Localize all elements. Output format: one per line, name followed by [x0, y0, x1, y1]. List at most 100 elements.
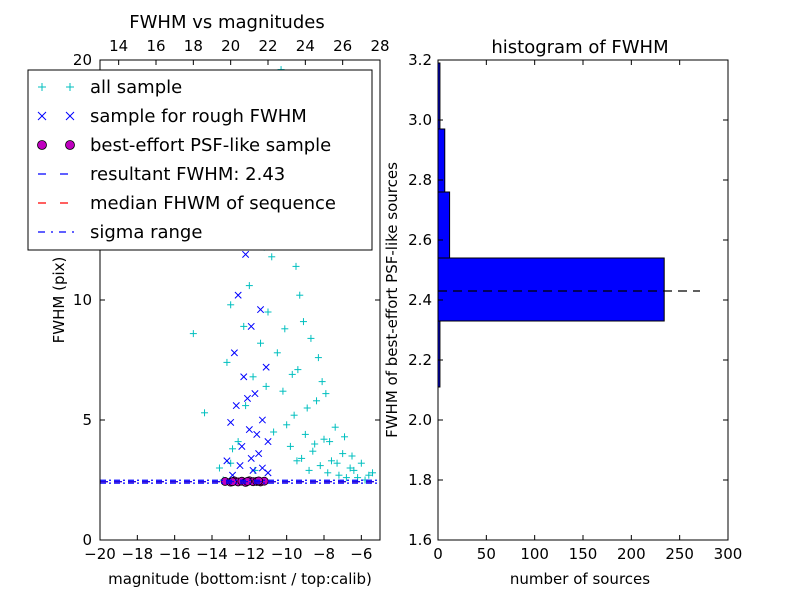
- all-sample-point: [189, 330, 197, 338]
- rough-fwhm-point: [247, 322, 255, 330]
- legend-entry: sample for rough FWHM: [37, 106, 307, 127]
- reference-lines-layer: [100, 479, 380, 484]
- y-tick-label: 2.2: [408, 351, 432, 369]
- x-tick-label: −10: [271, 545, 303, 563]
- legend-label: sample for rough FWHM: [90, 106, 307, 127]
- all-sample-point: [335, 471, 343, 479]
- all-sample-point: [270, 428, 278, 436]
- legend-entry: resultant FWHM: 2.43: [38, 164, 285, 185]
- y-tick-label: 3.0: [408, 111, 432, 129]
- y-tick-label: 5: [82, 411, 92, 429]
- all-sample-point: [294, 366, 302, 374]
- all-sample-point: [313, 397, 321, 405]
- all-sample-point: [369, 469, 377, 477]
- legend-entry: sigma range: [38, 222, 202, 243]
- legend-entry: median FHWM of sequence: [38, 193, 336, 214]
- x-tick-label: −16: [159, 545, 191, 563]
- y-tick-label: 20: [73, 51, 92, 69]
- scatter-ticks-layer: −20 −18 −16 −14 −12 −10 −8 −6 14 16 18 20 22 24 26 28 0 5…: [73, 37, 390, 563]
- rough-fwhm-point: [242, 250, 250, 258]
- legend-label: resultant FWHM: 2.43: [90, 164, 285, 185]
- all-sample-point: [223, 358, 231, 366]
- histogram-y-axis-label: FWHM of best-effort PSF-like sources: [383, 162, 401, 438]
- all-sample-point: [326, 438, 334, 446]
- rough-fwhm-point: [264, 438, 272, 446]
- rough-fwhm-point: [243, 394, 252, 402]
- all-sample-point: [305, 466, 313, 474]
- scatter-x-axis-label: magnitude (bottom:isnt / top:calib): [108, 570, 372, 588]
- all-sample-point: [249, 373, 257, 381]
- all-sample-point: [245, 282, 253, 290]
- scatter-title: FWHM vs magnitudes: [129, 12, 324, 33]
- x-tick-label: −8: [313, 545, 335, 563]
- rough-fwhm-point: [232, 402, 240, 410]
- rough-fwhm-point: [255, 450, 263, 458]
- all-sample-point: [299, 318, 307, 326]
- scatter-panel: −20 −18 −16 −14 −12 −10 −8 −6 14 16 18 20 22 24 26 28 0 5…: [27, 12, 390, 588]
- legend-entry: best-effort PSF-like sample: [37, 135, 331, 156]
- scatter-y-axis-label: FWHM (pix): [50, 257, 68, 344]
- all-sample-point: [229, 445, 237, 453]
- legend-label: all sample: [90, 77, 182, 98]
- top-x-tick-label: 20: [221, 37, 240, 55]
- rough-fwhm-point: [258, 416, 266, 424]
- x-tick-label: −18: [122, 545, 154, 563]
- all-sample-point: [309, 447, 317, 455]
- all-sample-point: [339, 450, 347, 458]
- psf-like-point: [254, 476, 264, 486]
- rough-fwhm-point: [240, 373, 248, 381]
- all-sample-point: [311, 440, 319, 448]
- all-sample-point: [318, 378, 326, 386]
- all-sample-point: [322, 390, 330, 398]
- y-tick-label: 1.8: [408, 471, 432, 489]
- rough-fwhm-point: [223, 457, 231, 465]
- all-sample-point: [227, 459, 235, 467]
- all-sample-point: [292, 262, 300, 270]
- histogram-bar: [437, 257, 665, 322]
- x-tick-label: −20: [84, 545, 116, 563]
- rough-fwhm-point: [249, 466, 257, 474]
- x-tick-label: −12: [234, 545, 266, 563]
- rough-fwhm-point: [256, 306, 265, 314]
- all-sample-point: [227, 301, 235, 309]
- legend-label: sigma range: [90, 222, 202, 243]
- rough-fwhm-point: [234, 291, 242, 299]
- y-tick-label: 2.8: [408, 171, 432, 189]
- rough-fwhm-point: [236, 462, 244, 470]
- all-sample-point: [303, 404, 311, 412]
- x-tick-label: 150: [569, 545, 598, 563]
- all-sample-point: [283, 421, 291, 429]
- all-sample-point: [324, 469, 332, 477]
- top-x-tick-label: 24: [296, 37, 315, 55]
- all-sample-point: [346, 464, 354, 472]
- rough-fwhm-point: [230, 349, 238, 357]
- top-x-tick-label: 28: [370, 37, 389, 55]
- histogram-ticks-layer: 0 50 100 150 200 250 300 1.6 1.8 2.0 2.2 2.4 2.6 2.8 3…: [408, 51, 742, 563]
- all-sample-point: [293, 457, 301, 465]
- rough-fwhm-point: [264, 469, 272, 477]
- all-sample-point: [262, 382, 270, 390]
- histogram-bar: [437, 128, 446, 193]
- series-sample-for-rough-FWHM: [223, 166, 272, 479]
- x-tick-label: −14: [196, 545, 228, 563]
- x-tick-label: 50: [477, 545, 496, 563]
- all-sample-point: [201, 409, 209, 417]
- rough-fwhm-point: [227, 418, 235, 426]
- all-sample-point: [307, 334, 315, 342]
- histogram-x-axis-label: number of sources: [510, 570, 650, 588]
- all-sample-point: [268, 253, 276, 261]
- rough-fwhm-point: [251, 390, 259, 398]
- all-sample-point: [314, 354, 322, 362]
- all-sample-point: [348, 452, 356, 460]
- histogram-title: histogram of FWHM: [491, 37, 668, 58]
- all-sample-point: [350, 466, 358, 474]
- histogram-bar: [437, 191, 451, 259]
- all-sample-point: [290, 411, 298, 419]
- legend-entry: all sample: [38, 77, 182, 98]
- rough-fwhm-point: [245, 426, 253, 434]
- all-sample-point: [296, 291, 304, 299]
- x-tick-label: 300: [714, 545, 743, 563]
- all-sample-point: [301, 430, 309, 438]
- top-x-tick-label: 26: [333, 37, 352, 55]
